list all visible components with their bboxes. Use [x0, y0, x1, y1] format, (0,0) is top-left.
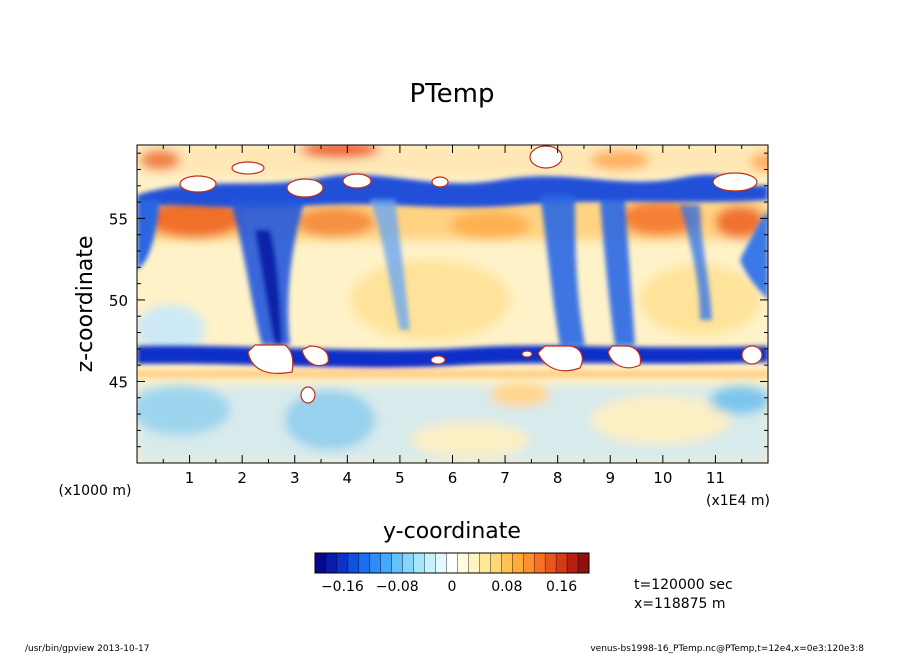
y-tick-label: 50 — [109, 292, 128, 310]
colorbar-tick-label: −0.16 — [321, 579, 364, 595]
y-tick-label: 55 — [109, 210, 128, 228]
colorbar-swatch — [556, 553, 568, 573]
colorbar-swatch — [479, 553, 491, 573]
y-tick-label: 45 — [109, 373, 128, 391]
x-tick-label: 2 — [237, 469, 247, 487]
colorbar-swatch — [369, 553, 382, 573]
colorbar-swatch — [435, 553, 447, 573]
colorbar-swatch — [512, 553, 524, 573]
chart-title: PTemp — [410, 79, 495, 109]
colorbar-swatch — [534, 553, 546, 573]
colorbar-swatch — [501, 553, 513, 573]
colorbar-swatch — [380, 553, 393, 573]
colorbar — [315, 553, 590, 573]
colorbar-swatch — [468, 553, 480, 573]
x-tick-label: 8 — [553, 469, 563, 487]
colorbar-swatch — [523, 553, 535, 573]
colorbar-swatch — [315, 553, 327, 573]
colorbar-tick-label: 0.16 — [546, 579, 577, 595]
heatmap-field — [137, 145, 768, 463]
colorbar-swatch — [457, 553, 469, 573]
colorbar-swatch — [545, 553, 557, 573]
x-tick-label: 5 — [395, 469, 405, 487]
position-annotation: x=118875 m — [634, 596, 726, 612]
footer-left: /usr/bin/gpview 2013-10-17 — [25, 644, 149, 654]
colorbar-swatch — [402, 553, 415, 573]
colorbar-swatch — [325, 553, 338, 573]
x-tick-label: 6 — [448, 469, 458, 487]
colorbar-swatch — [424, 553, 436, 573]
colorbar-swatch — [391, 553, 404, 573]
time-annotation: t=120000 sec — [634, 577, 733, 593]
colorbar-tick-label: −0.08 — [376, 579, 419, 595]
x-tick-label: 10 — [653, 469, 672, 487]
x-tick-label: 11 — [706, 469, 725, 487]
x-tick-label: 4 — [343, 469, 353, 487]
colorbar-swatch — [358, 553, 371, 573]
colorbar-frame — [314, 552, 590, 574]
colorbar-swatch — [567, 553, 579, 573]
y-axis-label: z-coordinate — [73, 236, 98, 373]
colorbar-swatch — [336, 553, 349, 573]
colorbar-swatch — [413, 553, 425, 573]
colorbar-swatch — [446, 553, 458, 573]
x-tick-label: 3 — [290, 469, 300, 487]
colorbar-swatch — [490, 553, 502, 573]
x-tick-label: 1 — [185, 469, 195, 487]
x-unit-left: (x1000 m) — [59, 483, 132, 499]
colorbar-tick-label: 0 — [448, 579, 457, 595]
colorbar-tick-label: 0.08 — [491, 579, 522, 595]
colorbar-swatch — [347, 553, 360, 573]
x-tick-label: 7 — [500, 469, 510, 487]
footer-right: venus-bs1998-16_PTemp.nc@PTemp,t=12e4,x=… — [590, 644, 864, 654]
x-axis-label: y-coordinate — [383, 519, 521, 544]
x-tick-label: 9 — [605, 469, 615, 487]
colorbar-swatch — [578, 553, 590, 573]
x-unit-right: (x1E4 m) — [706, 493, 770, 509]
